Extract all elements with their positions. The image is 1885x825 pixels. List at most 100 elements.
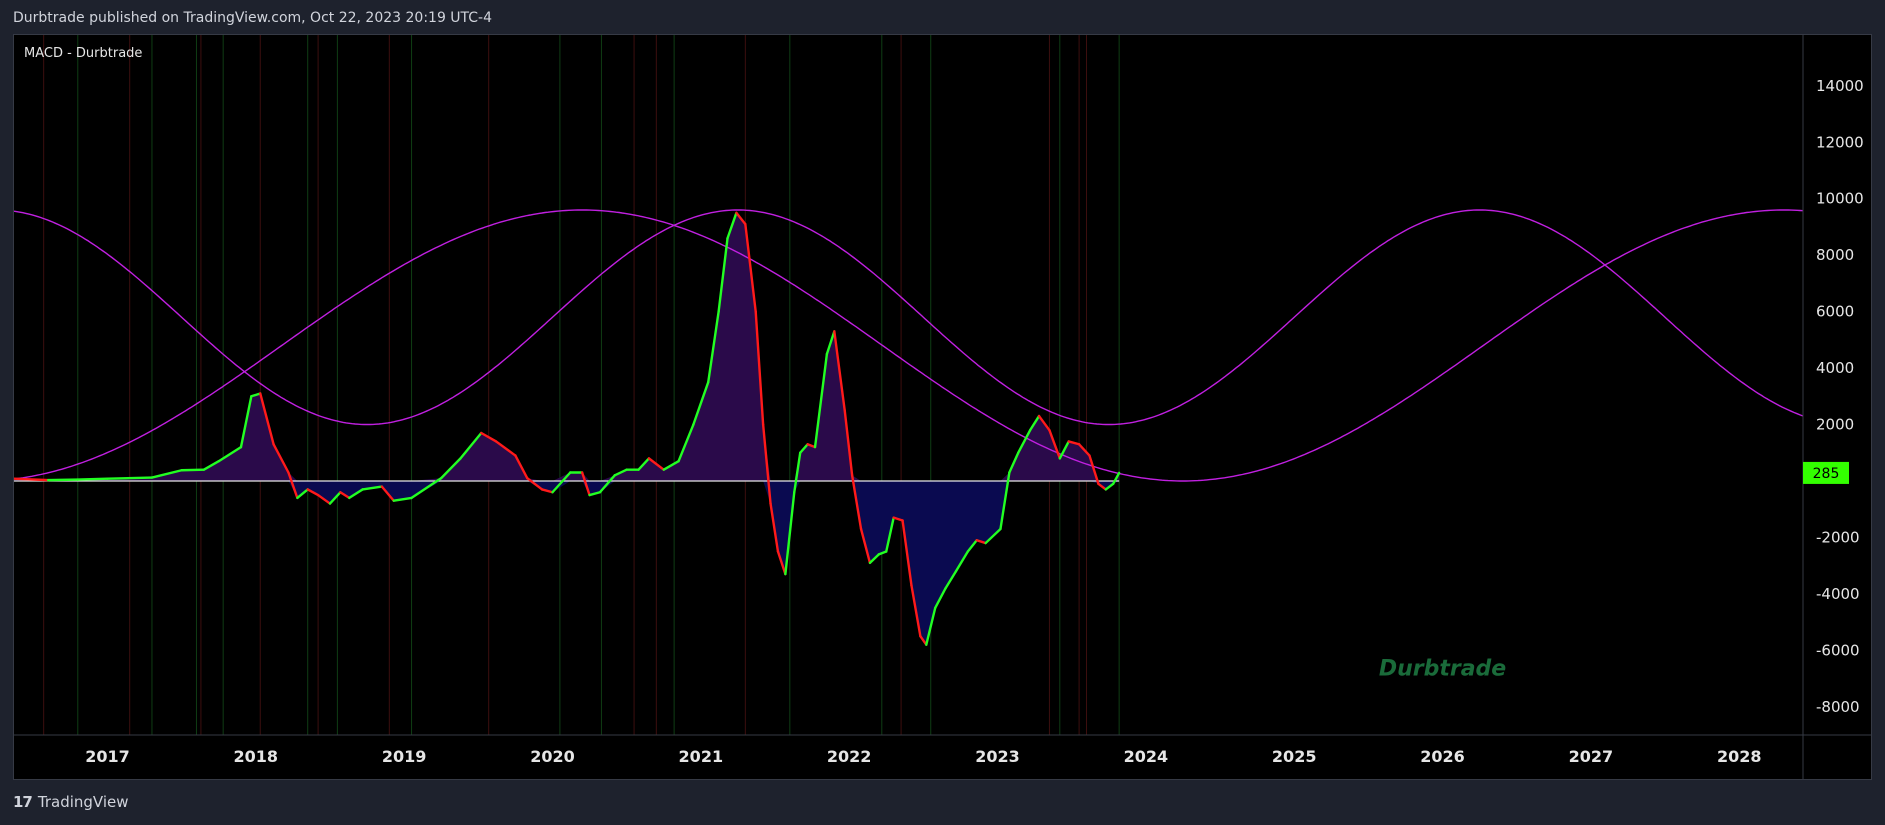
macd-line-segment [1058, 440, 1070, 460]
macd-line-segment [180, 468, 206, 472]
macd-line-segment [769, 502, 780, 553]
macd-line-segment [637, 457, 651, 471]
macd-line-segment [776, 550, 787, 576]
y-tick-label: -4000 [1816, 585, 1860, 603]
tradingview-logo-icon: 17 [13, 793, 33, 811]
y-tick-label: 10000 [1816, 190, 1864, 208]
macd-line-segment [901, 519, 913, 587]
macd-line-segment [1008, 451, 1020, 474]
macd-line-segment [613, 468, 628, 477]
macd-line-segment [868, 553, 881, 565]
macd-line-segment [813, 352, 829, 449]
macd-line-segment [744, 222, 757, 313]
cycle-curves [14, 209, 1804, 482]
macd-line-segment [494, 440, 517, 457]
macd-line-segment [14, 477, 50, 482]
macd-line-segment [999, 471, 1011, 531]
macd-line-segment [328, 491, 342, 505]
macd-line-segment [966, 539, 978, 553]
macd-line-segment [526, 476, 544, 491]
macd-line-segment [984, 527, 1002, 545]
x-tick-label: 2028 [1717, 747, 1762, 766]
x-tick-label: 2025 [1272, 747, 1317, 766]
macd-line-segment [833, 330, 846, 412]
macd-line-segment [761, 423, 772, 505]
cycle-curve-long [14, 209, 1804, 482]
x-tick-label: 2027 [1569, 747, 1614, 766]
indicator-title[interactable]: MACD - Durbtrade [24, 46, 143, 61]
macd-line-segment [975, 539, 987, 545]
x-tick-label: 2023 [975, 747, 1020, 766]
y-tick-label: 2000 [1816, 416, 1854, 434]
macd-line-segment [272, 443, 290, 474]
macd-line-segment [1104, 482, 1115, 491]
macd-line-segment [825, 330, 836, 356]
macd-line-segment [692, 380, 710, 426]
vertical-markers [43, 35, 1120, 735]
y-tick-label: 4000 [1816, 359, 1854, 377]
macd-line-segment [892, 516, 904, 522]
axes: -8000 -6000 -4000 -2000 2000 4000 6000 8000 1000… [14, 35, 1871, 779]
macd-line-segment [1077, 443, 1091, 457]
macd-line-segment [410, 476, 443, 500]
x-tick-label: 2021 [679, 747, 724, 766]
macd-line-segment [806, 443, 817, 449]
macd-line-segment [598, 474, 616, 494]
macd-line-segment [361, 485, 384, 491]
macd-line-segment [859, 527, 872, 565]
macd-line-segment [588, 491, 602, 497]
macd-chart[interactable]: -8000 -6000 -4000 -2000 2000 4000 6000 8000 1000… [14, 35, 1871, 779]
cycle-curve-short [14, 209, 1804, 426]
macd-line-segment [76, 477, 109, 481]
x-tick-label: 2020 [530, 747, 575, 766]
histogram-fill [14, 212, 1120, 645]
macd-line-segment [925, 606, 937, 646]
macd-line-segment [306, 488, 320, 497]
macd-line-segment [106, 476, 154, 480]
watermark-text: Durbtrade [1379, 657, 1506, 682]
macd-line-segment [1017, 428, 1032, 454]
macd-line-segment [885, 516, 895, 553]
macd-line-segment [877, 550, 888, 556]
y-tick-label: 6000 [1816, 303, 1854, 321]
macd-line-segment [202, 460, 220, 471]
footer-brand-text: TradingView [37, 793, 129, 811]
y-tick-label: 14000 [1816, 77, 1864, 95]
footer-brand[interactable]: 17 TradingView [13, 793, 129, 811]
macd-line-segment [843, 409, 854, 477]
macd-line-segment [250, 392, 262, 398]
macd-line-segment [677, 423, 695, 463]
y-tick-label: -8000 [1816, 698, 1860, 716]
macd-line-segment [296, 488, 309, 500]
macd-line-segment [392, 496, 413, 502]
macd-line-segment [799, 443, 809, 454]
macd-line-segment [217, 445, 243, 463]
published-header: Durbtrade published on TradingView.com, … [13, 10, 493, 26]
y-tick-label: 8000 [1816, 246, 1854, 264]
histogram-negative-area [14, 480, 1120, 645]
macd-line-segment [459, 431, 483, 460]
last-value-badge-text: 285 [1813, 466, 1840, 482]
macd-line-segment [1067, 440, 1081, 446]
chart-pane[interactable]: -8000 -6000 -4000 -2000 2000 4000 6000 8000 1000… [13, 34, 1872, 780]
macd-line-segment [754, 310, 765, 426]
x-tick-label: 2026 [1420, 747, 1465, 766]
macd-line-segment [259, 392, 275, 446]
x-tick-label: 2017 [85, 747, 130, 766]
macd-line-segment [348, 488, 364, 500]
macd-line-segment [662, 460, 680, 471]
macd-line-segment [944, 570, 958, 590]
macd-line-segment [910, 584, 922, 638]
macd-line-segment [1048, 428, 1062, 460]
macd-line-segment [717, 237, 729, 313]
macd-line-segment [1088, 454, 1100, 485]
macd-line-segment [514, 454, 529, 480]
histogram-positive-area [14, 212, 1120, 481]
x-tick-label: 2024 [1124, 747, 1169, 766]
macd-line [14, 211, 1121, 646]
macd-line-segment [540, 488, 554, 494]
macd-line-segment [150, 469, 183, 479]
last-value-badge: 285 [1803, 461, 1849, 484]
macd-line-segment [850, 474, 863, 531]
macd-line-segment [239, 395, 253, 449]
